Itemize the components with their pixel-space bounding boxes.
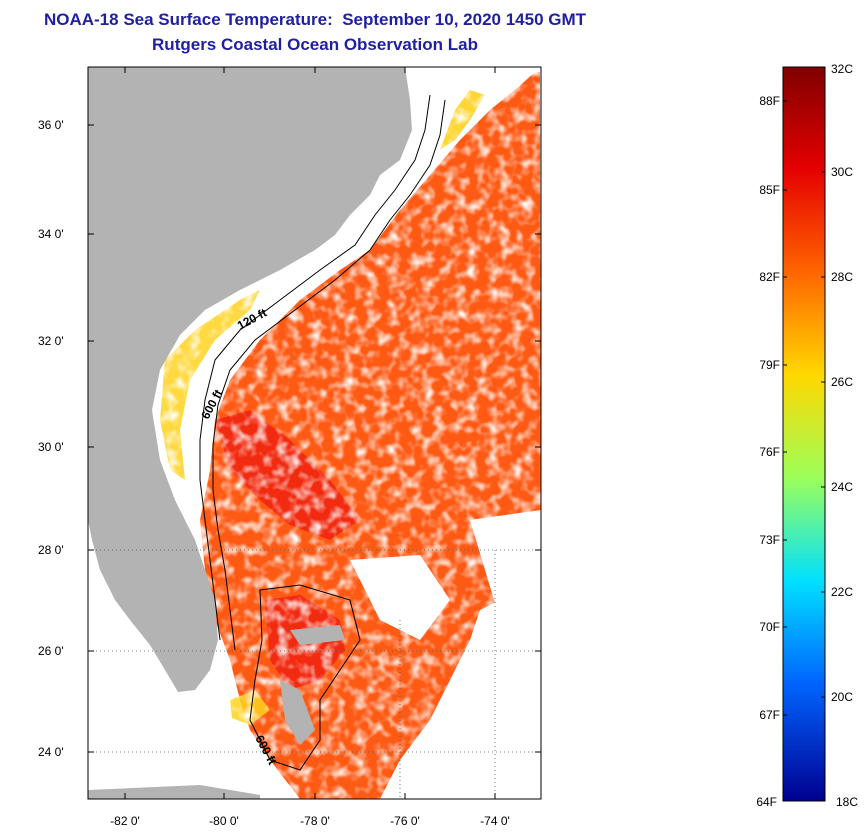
cbar-label-82f: 82F	[759, 270, 780, 284]
cbar-label-30c: 30C	[831, 165, 853, 179]
cbar-label-18c: 18C	[836, 795, 858, 809]
cbar-label-64f: 64F	[756, 795, 777, 809]
cbar-label-88f: 88F	[759, 94, 780, 108]
cloud-patch-east	[460, 510, 541, 799]
lon-label-82: -82 0'	[110, 814, 140, 828]
lat-label-30: 30 0'	[38, 440, 64, 454]
map-subtitle: Rutgers Coastal Ocean Observation Lab	[152, 35, 478, 54]
lat-ticks	[88, 124, 541, 753]
cbar-label-70f: 70F	[759, 620, 780, 634]
lat-label-34: 34 0'	[38, 227, 64, 241]
land-southeast-us	[88, 67, 412, 692]
isobath-600ft	[212, 99, 446, 651]
land-grand-bahama	[290, 625, 345, 645]
cbar-label-20c: 20C	[831, 690, 853, 704]
cloud-patch-se	[350, 555, 450, 640]
color-bar-gradient	[782, 66, 826, 802]
cbar-label-26c: 26C	[831, 375, 853, 389]
cbar-label-76f: 76F	[759, 445, 780, 459]
cbar-label-24c: 24C	[831, 480, 853, 494]
lat-label-28: 28 0'	[38, 543, 64, 557]
cbar-label-79f: 79F	[759, 358, 780, 372]
lon-label-76: -76 0'	[390, 814, 420, 828]
cbar-label-73f: 73F	[759, 533, 780, 547]
lat-label-36: 36 0'	[38, 118, 64, 132]
lon-label-78: -78 0'	[300, 814, 330, 828]
lat-label-24: 24 0'	[38, 745, 64, 759]
cbar-label-22c: 22C	[831, 585, 853, 599]
cbar-label-67f: 67F	[759, 708, 780, 722]
lon-label-80: -80 0'	[209, 814, 239, 828]
map-plot-area: 120 ft 600 ft 600 ft	[88, 67, 541, 799]
cbar-celsius-ticks	[821, 171, 825, 698]
map-title: NOAA-18 Sea Surface Temperature: Septemb…	[43, 10, 587, 29]
lat-label-26: 26 0'	[38, 644, 64, 658]
land-andros-island	[280, 680, 315, 745]
lon-label-74: -74 0'	[480, 814, 510, 828]
isobath-120ft	[199, 94, 431, 641]
land-cuba-edge	[88, 785, 260, 799]
isobath-bahamas	[249, 584, 361, 771]
graticule	[88, 549, 541, 799]
cbar-label-28c: 28C	[831, 270, 853, 284]
lat-label-32: 32 0'	[38, 334, 64, 348]
cbar-label-32c: 32C	[831, 62, 853, 76]
lon-ticks	[124, 67, 496, 799]
cbar-label-85f: 85F	[759, 183, 780, 197]
cbar-fahrenheit-ticks	[783, 100, 787, 716]
